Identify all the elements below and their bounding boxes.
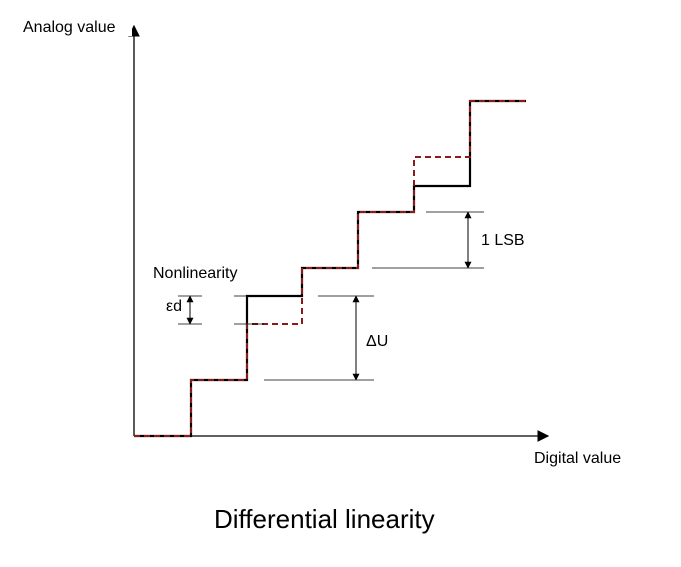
axes [128, 24, 550, 442]
actual-staircase [134, 100, 526, 437]
epsilon-d-label: εd [166, 298, 182, 315]
reference-lines [178, 211, 484, 381]
x-axis-label: Digital value [534, 450, 621, 467]
delta-u-label: ΔU [366, 333, 388, 350]
one-lsb-label: 1 LSB [481, 232, 525, 249]
diagram-caption: Differential linearity [214, 504, 435, 534]
nonlinearity-label: Nonlinearity [153, 265, 237, 282]
y-axis-label: Analog value [23, 19, 116, 36]
